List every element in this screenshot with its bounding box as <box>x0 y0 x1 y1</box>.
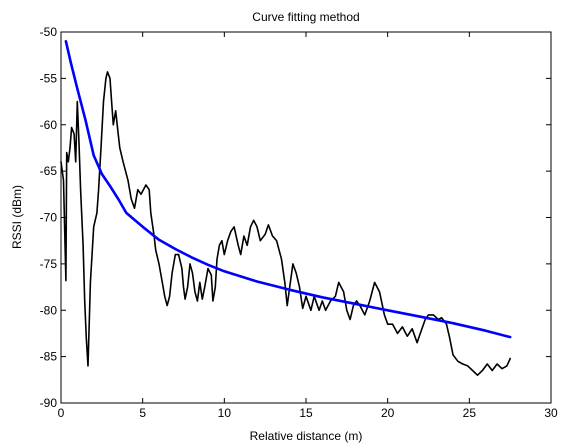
x-tick-label: 30 <box>544 406 558 420</box>
y-tick-label: -70 <box>40 211 58 225</box>
x-tick-label: 5 <box>139 406 146 420</box>
y-axis-label: RSSI (dBm) <box>10 185 24 249</box>
y-tick-label: -80 <box>40 303 58 317</box>
x-tick-label: 20 <box>381 406 395 420</box>
y-axis: -50 -55 -60 -65 -70 -75 -80 -85 -90 <box>40 25 551 410</box>
x-axis-label: Relative distance (m) <box>250 429 363 443</box>
x-tick-label: 15 <box>299 406 313 420</box>
x-tick-label: 0 <box>58 406 65 420</box>
x-tick-label: 10 <box>218 406 232 420</box>
y-tick-label: -50 <box>40 25 58 39</box>
y-tick-label: -55 <box>40 71 58 85</box>
series-layer <box>60 40 512 376</box>
x-tick-label: 25 <box>463 406 477 420</box>
y-tick-label: -85 <box>40 350 58 364</box>
x-axis: 0 5 10 15 20 25 30 <box>58 32 558 420</box>
fitted-curve-line <box>64 40 512 339</box>
y-tick-label: -60 <box>40 118 58 132</box>
y-tick-label: -65 <box>40 164 58 178</box>
measured-rssi-line <box>60 71 511 376</box>
y-tick-label: -90 <box>40 396 58 410</box>
chart-title: Curve fitting method <box>252 10 359 24</box>
y-tick-label: -75 <box>40 257 58 271</box>
plot-area-frame <box>60 31 552 404</box>
